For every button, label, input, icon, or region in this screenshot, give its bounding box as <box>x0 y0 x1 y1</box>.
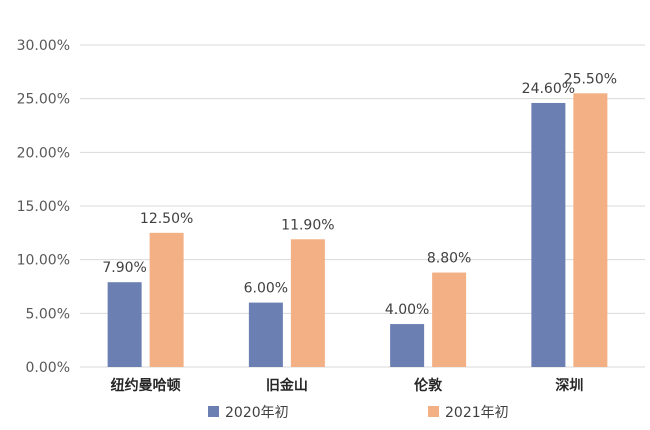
legend-swatch <box>428 406 439 417</box>
legend-swatch <box>208 406 219 417</box>
y-tick-label: 15.00% <box>17 199 70 215</box>
data-label: 24.60% <box>522 81 575 97</box>
category-label: 纽约曼哈顿 <box>111 377 181 394</box>
data-label: 7.90% <box>102 260 146 276</box>
category-label: 伦敦 <box>414 377 443 394</box>
legend-label: 2021年初 <box>445 404 509 421</box>
y-tick-label: 25.00% <box>17 92 70 108</box>
bar-2021-3 <box>573 93 608 368</box>
y-tick-label: 10.00% <box>17 253 70 269</box>
legend: 2020年初 2021年初 <box>208 404 509 421</box>
category-label: 旧金山 <box>266 377 308 394</box>
y-tick-label: 0.00% <box>26 360 70 376</box>
bar-2020-1 <box>248 302 283 367</box>
bars <box>107 93 608 368</box>
y-axis-tick-labels: 0.00% 5.00% 10.00% 15.00% 20.00% 25.00% 30.00% <box>17 38 70 376</box>
data-label: 6.00% <box>244 281 288 297</box>
data-label: 12.50% <box>140 211 193 227</box>
data-label: 4.00% <box>385 302 429 318</box>
data-label: 11.90% <box>281 217 334 233</box>
bar-2020-2 <box>390 324 425 367</box>
bar-2020-0 <box>107 282 142 367</box>
bar-2021-0 <box>149 232 184 367</box>
bar-2021-1 <box>290 239 325 367</box>
y-tick-label: 30.00% <box>17 38 70 54</box>
bar-2021-2 <box>432 272 467 367</box>
data-labels: 7.90% 12.50% 6.00% 11.90% 4.00% 8.80% 24.60%25… <box>102 71 617 318</box>
y-tick-label: 5.00% <box>26 306 70 322</box>
y-tick-label: 20.00% <box>17 145 70 161</box>
category-label: 深圳 <box>555 377 583 394</box>
x-axis-category-labels: 纽约曼哈顿 旧金山 伦敦 深圳 <box>111 377 584 394</box>
bar-2020-3 <box>531 102 566 368</box>
legend-label: 2020年初 <box>225 404 289 421</box>
data-label: 25.50% <box>564 71 617 87</box>
data-label: 8.80% <box>427 251 471 267</box>
